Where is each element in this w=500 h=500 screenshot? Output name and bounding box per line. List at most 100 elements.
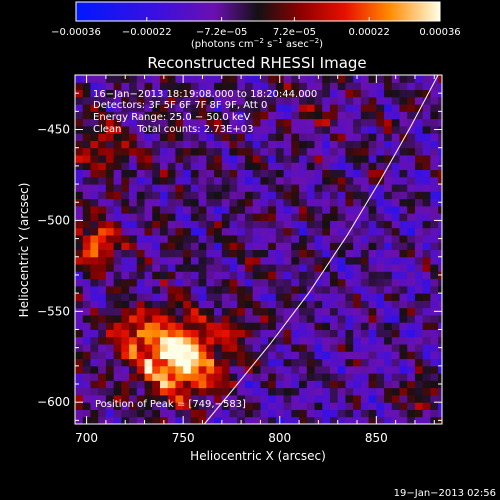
heatmap-pixel <box>291 358 300 367</box>
heatmap-pixel <box>214 329 223 338</box>
heatmap-pixel <box>214 133 223 141</box>
heatmap-pixel <box>152 154 161 163</box>
heatmap-pixel <box>368 351 377 360</box>
heatmap-pixel <box>360 285 370 294</box>
heatmap-pixel <box>391 394 401 403</box>
heatmap-pixel <box>113 358 122 367</box>
heatmap-pixel <box>198 220 207 229</box>
heatmap-pixel <box>144 322 153 330</box>
heatmap-pixel <box>260 111 269 120</box>
heatmap-pixel <box>152 111 161 120</box>
heatmap-pixel <box>221 249 231 258</box>
heatmap-pixel <box>237 322 246 330</box>
heatmap-pixel <box>183 111 192 120</box>
heatmap-pixel <box>438 133 442 141</box>
heatmap-pixel <box>422 264 431 272</box>
heatmap-pixel <box>414 191 424 200</box>
heatmap-pixel <box>90 133 99 141</box>
heatmap-pixel <box>198 271 207 280</box>
heatmap-pixel <box>268 394 277 403</box>
heatmap-pixel <box>75 314 84 323</box>
heatmap-pixel <box>430 358 439 367</box>
heatmap-pixel <box>391 89 401 98</box>
heatmap-pixel <box>144 96 153 105</box>
heatmap-pixel <box>368 314 377 323</box>
heatmap-pixel <box>322 242 331 250</box>
heatmap-pixel <box>221 293 231 301</box>
heatmap-pixel <box>183 133 192 141</box>
heatmap-pixel <box>368 416 377 424</box>
heatmap-pixel <box>353 242 362 250</box>
heatmap-pixel <box>329 329 339 338</box>
heatmap-pixel <box>260 184 269 192</box>
heatmap-pixel <box>98 416 107 424</box>
heatmap-pixel <box>113 373 122 381</box>
heatmap-pixel <box>376 191 385 200</box>
heatmap-pixel <box>237 264 246 272</box>
heatmap-pixel <box>376 373 385 381</box>
heatmap-pixel <box>244 133 254 141</box>
heatmap-pixel <box>144 293 153 301</box>
heatmap-pixel <box>252 416 261 424</box>
heatmap-pixel <box>198 82 207 91</box>
heatmap-pixel <box>244 271 254 280</box>
heatmap-pixel <box>244 285 254 294</box>
heatmap-pixel <box>376 205 385 214</box>
heatmap-pixel <box>237 147 246 156</box>
heatmap-pixel <box>353 111 362 120</box>
heatmap-pixel <box>221 227 231 236</box>
heatmap-pixel <box>329 264 339 272</box>
heatmap-pixel <box>337 278 346 287</box>
heatmap-pixel <box>399 205 408 214</box>
heatmap-pixel <box>190 264 200 272</box>
heatmap-pixel <box>360 402 370 410</box>
heatmap-pixel <box>414 278 424 287</box>
heatmap-pixel <box>90 256 99 265</box>
heatmap-pixel <box>206 234 215 243</box>
heatmap-pixel <box>98 118 107 127</box>
heatmap-pixel <box>229 300 238 309</box>
heatmap-pixel <box>144 213 153 221</box>
heatmap-pixel <box>198 154 207 163</box>
heatmap-pixel <box>252 387 261 396</box>
heatmap-pixel <box>90 373 99 381</box>
heatmap-pixel <box>152 351 161 360</box>
heatmap-pixel <box>82 358 91 367</box>
heatmap-pixel <box>322 96 331 105</box>
heatmap-pixel <box>183 336 192 345</box>
heatmap-pixel <box>252 198 261 207</box>
heatmap-pixel <box>345 387 354 396</box>
heatmap-pixel <box>329 111 339 120</box>
heatmap-pixel <box>291 314 300 323</box>
heatmap-pixel <box>121 264 130 272</box>
heatmap-pixel <box>105 242 115 250</box>
heatmap-pixel <box>90 154 99 163</box>
heatmap-pixel <box>152 416 161 424</box>
heatmap-pixel <box>214 162 223 171</box>
heatmap-pixel <box>422 387 431 396</box>
heatmap-pixel <box>384 118 393 127</box>
heatmap-pixel <box>399 300 408 309</box>
heatmap-pixel <box>322 234 331 243</box>
heatmap-pixel <box>268 358 277 367</box>
heatmap-pixel <box>90 162 99 171</box>
heatmap-pixel <box>283 242 292 250</box>
heatmap-pixel <box>98 336 107 345</box>
heatmap-pixel <box>299 380 308 389</box>
heatmap-pixel <box>244 314 254 323</box>
heatmap-pixel <box>159 213 169 221</box>
heatmap-pixel <box>414 198 424 207</box>
heatmap-pixel <box>206 329 215 338</box>
heatmap-pixel <box>391 314 401 323</box>
heatmap-pixel <box>136 256 146 265</box>
heatmap-pixel <box>422 184 431 192</box>
heatmap-pixel <box>159 89 169 98</box>
heatmap-pixel <box>422 373 431 381</box>
heatmap-pixel <box>329 351 339 360</box>
heatmap-pixel <box>229 249 238 258</box>
heatmap-pixel <box>129 329 138 338</box>
heatmap-pixel <box>430 205 439 214</box>
heatmap-pixel <box>391 96 401 105</box>
footer-timestamp: 19−Jan−2013 02:56 <box>394 488 496 499</box>
heatmap-pixel <box>252 191 261 200</box>
